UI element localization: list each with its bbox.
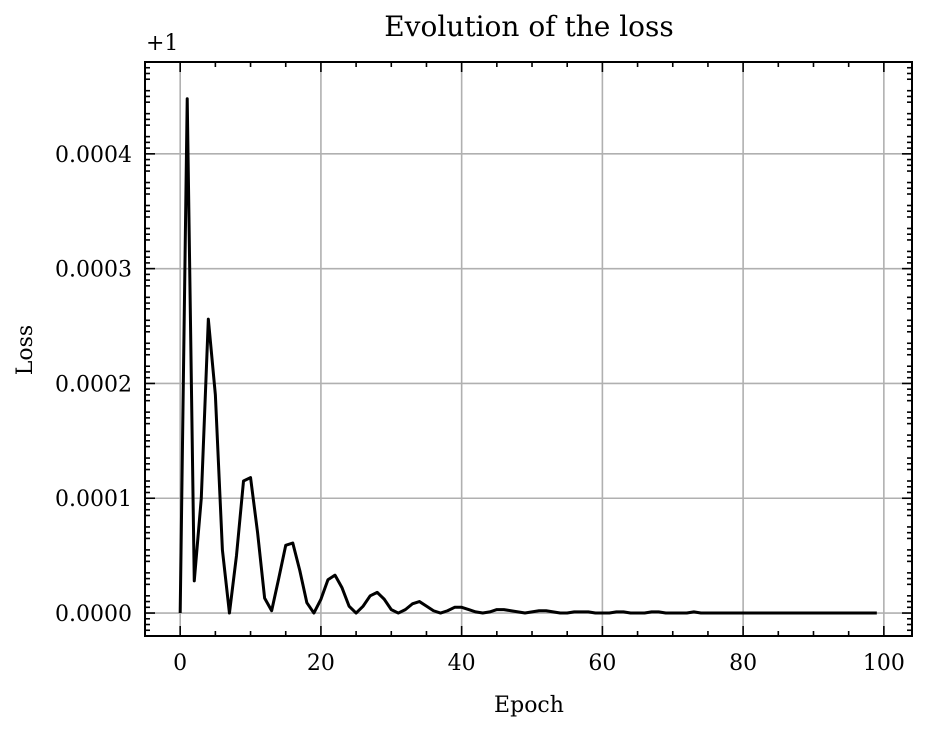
y-axis-label: Loss: [13, 325, 38, 375]
loss-series-line: [178, 97, 877, 615]
y-tick-label: 0.0003: [55, 258, 132, 283]
x-tick-label: 0: [173, 651, 187, 676]
x-tick-label: 100: [863, 651, 905, 676]
y-offset-label: +1: [146, 31, 178, 56]
y-tick-label: 0.0000: [55, 602, 132, 627]
x-tick-label: 20: [307, 651, 335, 676]
x-tick-label: 80: [729, 651, 757, 676]
tick-labels: 0 20 40 60 80 100 0.0000 0.0001 0.0002 0.0003 0.00…: [55, 143, 905, 676]
x-tick-label: 60: [588, 651, 616, 676]
x-tick-label: 40: [448, 651, 476, 676]
chart-title: Evolution of the loss: [384, 10, 674, 43]
y-tick-label: 0.0002: [55, 372, 132, 397]
plot-frame: [144, 61, 913, 637]
grid: [145, 62, 912, 636]
x-axis-label: Epoch: [494, 693, 564, 718]
series-layer: [178, 97, 877, 615]
y-tick-label: 0.0004: [55, 143, 132, 168]
y-tick-label: 0.0001: [55, 487, 132, 512]
